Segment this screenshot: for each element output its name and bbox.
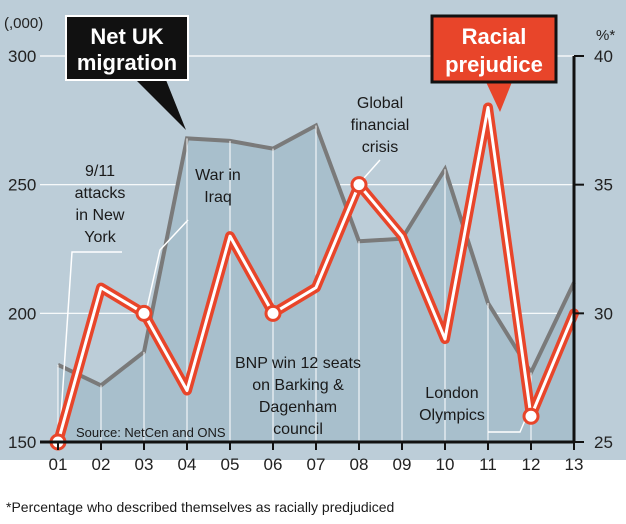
right-tick-label-25: 25 [594,433,613,452]
x-tick-label-10: 10 [436,455,455,474]
annotation-iraq: War in Iraq [195,167,241,206]
annotation-911-line-4: York [84,229,116,246]
annotation-olympics-line-1: London [425,385,478,402]
annotation-crisis-line-1: Global [357,95,403,112]
annotation-bnp: BNP win 12 seats on Barking & Dagenham c… [235,355,361,438]
annotation-pointers [59,159,527,433]
x-tick-label-11: 11 [479,455,497,474]
migration-label-pointer [136,80,186,130]
x-tick-label-08: 08 [350,455,369,474]
x-tick-label-06: 06 [264,455,283,474]
annotation-crisis-line-2: financial [351,117,410,134]
annotation-olympics: London Olympics [419,385,485,424]
annotation-crisis-line-3: crisis [362,139,398,156]
annotation-bnp-line-4: council [273,421,323,438]
left-axis-unit: (,000) [4,15,43,32]
prejudice-point-06 [264,304,282,322]
x-ticks: 01 02 03 04 05 06 07 08 09 10 11 12 13 [49,442,584,474]
annotation-911: 9/11 attacks in New York [75,163,126,246]
right-axis-unit: %* [596,27,615,44]
pointer-iraq [145,219,189,313]
x-tick-label-03: 03 [135,455,154,474]
x-tick-label-13: 13 [565,455,584,474]
prejudice-label-box [430,14,558,84]
x-tick-label-12: 12 [522,455,541,474]
right-tick-label-30: 30 [594,304,613,323]
x-tick-label-04: 04 [178,455,197,474]
racial-prejudice-label: Racial prejudice [430,14,558,112]
prejudice-point-12 [522,407,540,425]
annotation-olympics-line-2: Olympics [419,407,485,424]
prejudice-point-03 [135,304,153,322]
prejudice-label-line-1: Racial [462,24,527,49]
pointer-911 [59,251,122,431]
annotation-bnp-line-2: on Barking & [252,377,344,394]
annotation-crisis: Global financial crisis [351,95,410,156]
migration-label-line-2: migration [77,50,177,75]
x-tick-label-09: 09 [393,455,412,474]
source-note: Source: NetCen and ONS [76,425,226,440]
net-uk-migration-label: Net UK migration [65,15,189,130]
x-tick-label-05: 05 [221,455,240,474]
annotation-bnp-line-1: BNP win 12 seats [235,355,361,372]
right-axis-ticks: 25 30 35 40 [574,47,613,452]
left-tick-label-250: 250 [8,176,36,195]
annotation-iraq-line-2: Iraq [204,189,232,206]
prejudice-label-pointer [486,82,512,112]
left-tick-label-150: 150 [8,433,36,452]
right-tick-label-40: 40 [594,47,613,66]
annotation-bnp-line-3: Dagenham [259,399,337,416]
prejudice-label-line-2: prejudice [445,52,543,77]
migration-label-box [65,15,189,81]
left-axis-ticks: 150 200 250 300 [8,47,36,452]
annotation-911-line-2: attacks [75,185,126,202]
prejudice-point-08 [350,176,368,194]
left-tick-label-200: 200 [8,304,36,323]
x-tick-label-02: 02 [92,455,111,474]
x-tick-label-01: 01 [49,455,68,474]
annotation-911-line-1: 9/11 [85,163,115,180]
pointer-olympics [488,417,527,433]
left-tick-label-300: 300 [8,47,36,66]
annotation-911-line-3: in New [76,207,125,224]
x-tick-label-07: 07 [307,455,326,474]
footnote: *Percentage who described themselves as … [6,499,394,515]
right-tick-label-35: 35 [594,176,613,195]
migration-label-line-1: Net UK [90,24,163,49]
annotation-iraq-line-1: War in [195,167,241,184]
